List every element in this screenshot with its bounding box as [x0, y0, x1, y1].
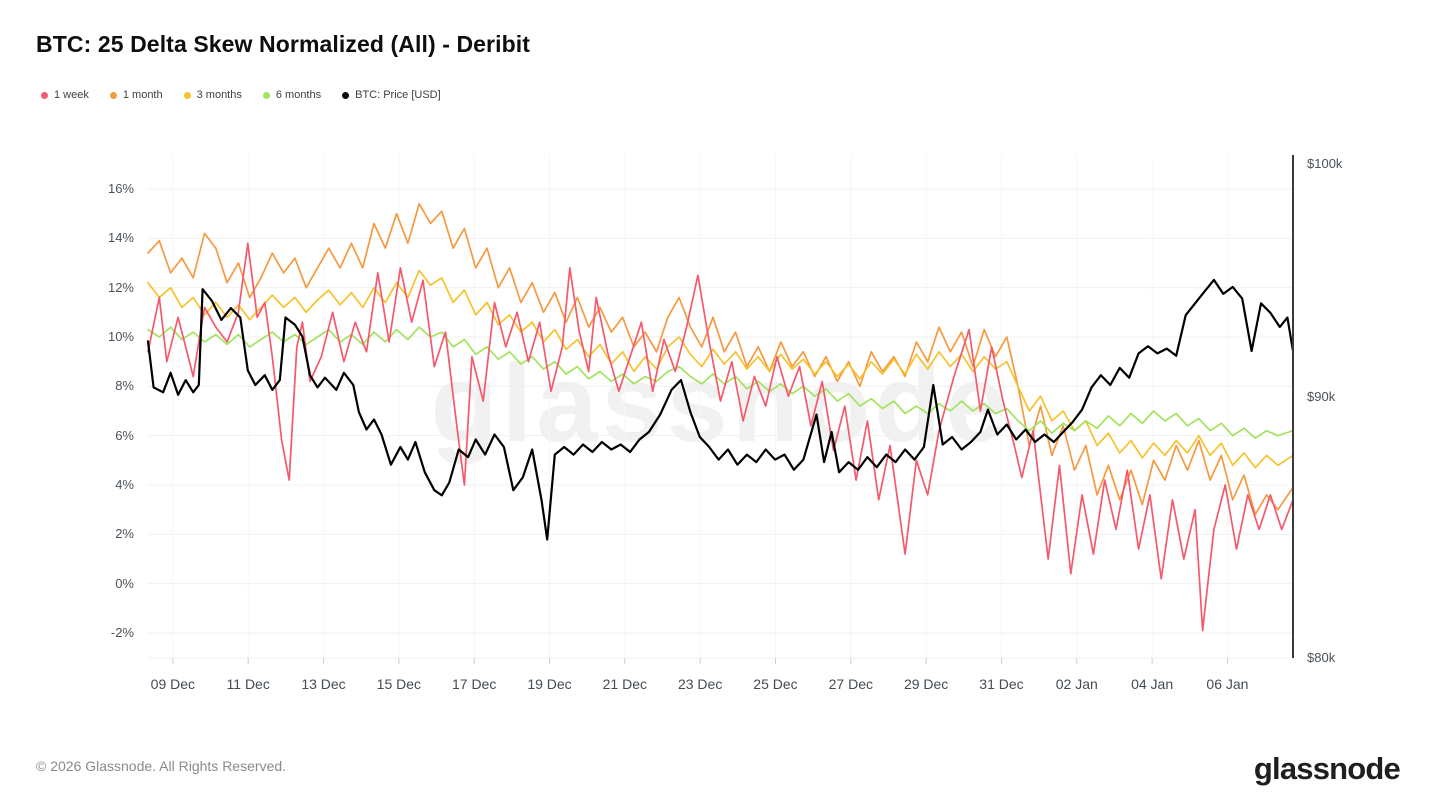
- series-line-1-week: [147, 242, 1294, 632]
- y-axis-left-label: 12%: [107, 279, 134, 295]
- y-axis-left-label: -2%: [110, 625, 134, 640]
- legend-item-3-months[interactable]: 3 months: [183, 89, 242, 101]
- page-title: BTC: 25 Delta Skew Normalized (All) - De…: [36, 31, 530, 57]
- y-axis-left-label: 6%: [115, 427, 134, 443]
- y-axis-left-label: 16%: [107, 181, 134, 196]
- y-axis-right-label: $100k: [1307, 156, 1343, 171]
- x-axis-label: 02 Jan: [1055, 676, 1098, 692]
- legend-dot-icon: [183, 91, 191, 99]
- y-axis-left-label: 14%: [107, 230, 134, 246]
- legend-dot-icon: [41, 91, 48, 99]
- legend-item-label: 1 week: [54, 89, 89, 101]
- legend-item-btc-price-usd-[interactable]: BTC: Price [USD]: [342, 89, 441, 101]
- legend-dot-icon: [262, 91, 270, 99]
- x-axis-label: 06 Jan: [1206, 676, 1249, 692]
- x-axis-label: 23 Dec: [677, 676, 723, 692]
- y-axis-left-label: 10%: [107, 329, 134, 344]
- legend-item-1-week[interactable]: 1 week: [41, 89, 89, 101]
- glassnode-logo: glassnode: [1253, 751, 1401, 786]
- series-line-1-month: [147, 202, 1294, 516]
- legend-item-label: 3 months: [196, 89, 242, 101]
- series-line-6-months: [147, 326, 1294, 439]
- y-axis-left-label: 4%: [115, 477, 134, 492]
- x-axis-label: 15 Dec: [376, 676, 422, 692]
- legend-dot-icon: [342, 91, 350, 99]
- legend-item-6-months[interactable]: 6 months: [262, 89, 322, 101]
- x-axis-label: 29 Dec: [903, 676, 949, 692]
- y-axis-left-label: 2%: [115, 526, 134, 542]
- legend-item-label: BTC: Price [USD]: [355, 89, 441, 101]
- series-line-btc-price-usd-: [146, 278, 1295, 541]
- y-axis-right-label: $90k: [1307, 389, 1336, 405]
- x-axis-label: 21 Dec: [602, 676, 647, 692]
- legend: 1 week 1 month 3 months 6 months BTC: Price …: [41, 89, 441, 101]
- x-axis-label: 25 Dec: [753, 676, 798, 692]
- x-axis-label: 19 Dec: [527, 676, 572, 692]
- x-axis-label: 27 Dec: [828, 676, 873, 692]
- legend-dot-icon: [109, 91, 117, 99]
- y-axis-right-label: $80k: [1307, 650, 1336, 665]
- y-axis-left-label: 0%: [115, 575, 134, 591]
- legend-item-label: 6 months: [275, 89, 322, 101]
- series-line-3-months: [147, 269, 1294, 469]
- legend-item-1-month[interactable]: 1 month: [109, 89, 163, 101]
- copyright-text: © 2026 Glassnode. All Rights Reserved.: [36, 758, 287, 774]
- x-axis-label: 31 Dec: [979, 676, 1024, 692]
- y-axis-left-label: 8%: [115, 378, 134, 394]
- x-axis-label: 17 Dec: [451, 676, 497, 692]
- x-axis-label: 11 Dec: [226, 676, 270, 692]
- chart-plot-area[interactable]: [146, 155, 1295, 670]
- x-axis-label: 09 Dec: [150, 676, 196, 692]
- x-axis-label: 04 Jan: [1131, 676, 1174, 692]
- legend-item-label: 1 month: [122, 89, 163, 101]
- x-axis-label: 13 Dec: [301, 676, 346, 692]
